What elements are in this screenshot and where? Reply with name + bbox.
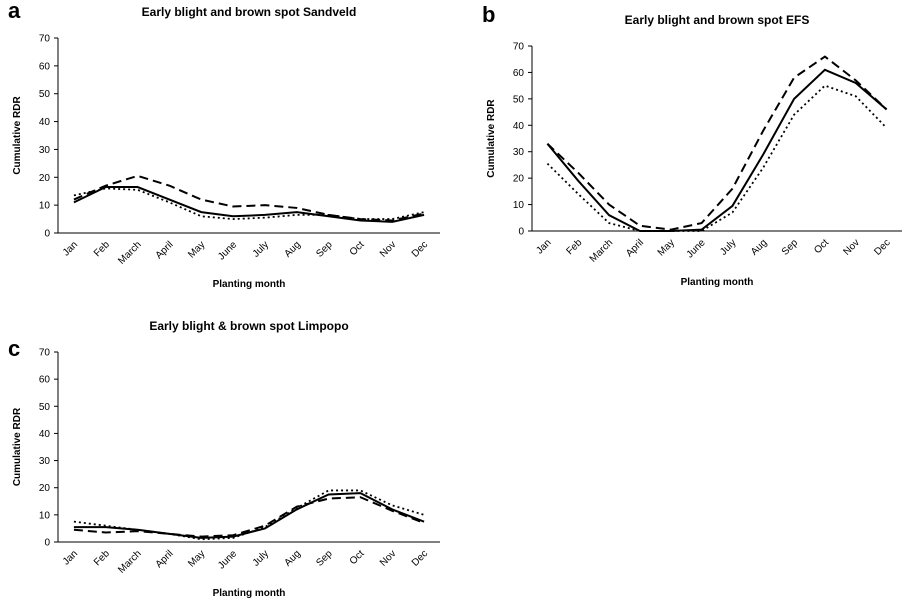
line-series <box>546 68 888 232</box>
x-tick-label: Nov <box>842 237 862 257</box>
x-tick-label: Sep <box>780 237 801 258</box>
x-axis-label: Planting month <box>213 588 286 598</box>
line-series <box>73 186 425 223</box>
x-tick-label: Feb <box>92 239 112 259</box>
x-tick-label: Jan <box>61 239 80 258</box>
y-tick-label: 50 <box>513 94 525 105</box>
x-tick-label: July <box>718 237 738 257</box>
x-tick-label: April <box>154 548 176 570</box>
x-tick-label: Dec <box>410 548 430 568</box>
y-tick-label: 30 <box>513 147 525 158</box>
panel-letter: c <box>8 336 20 361</box>
y-tick-label: 20 <box>513 174 525 185</box>
x-axis-label: Planting month <box>213 279 286 290</box>
y-tick-label: 0 <box>44 229 50 240</box>
line-series <box>73 496 425 538</box>
x-tick-label: Aug <box>283 548 303 568</box>
panel-letter: b <box>482 2 495 27</box>
y-tick-label: 50 <box>39 402 51 413</box>
x-tick-label: Jan <box>61 548 80 567</box>
x-tick-label: March <box>588 237 615 264</box>
y-tick-label: 10 <box>39 201 51 212</box>
x-tick-label: March <box>116 239 143 266</box>
x-tick-label: Dec <box>410 239 430 259</box>
y-tick-label: 30 <box>39 456 51 467</box>
y-tick-label: 50 <box>39 89 51 100</box>
chart-title: Early blight and brown spot EFS <box>625 13 810 27</box>
x-tick-label: Feb <box>92 548 112 568</box>
chart-title: Early blight & brown spot Limpopo <box>149 319 348 333</box>
x-tick-label: March <box>116 548 143 575</box>
y-tick-label: 60 <box>39 61 51 72</box>
x-tick-label: July <box>251 239 271 259</box>
y-tick-label: 70 <box>39 348 51 359</box>
x-tick-label: Oct <box>812 237 831 256</box>
line-series <box>73 489 425 541</box>
y-tick-label: 10 <box>513 200 525 211</box>
x-tick-label: June <box>685 237 708 260</box>
y-tick-label: 40 <box>39 117 51 128</box>
x-tick-label: Sep <box>314 548 335 569</box>
line-series <box>73 187 425 220</box>
y-tick-label: 0 <box>518 227 524 238</box>
y-tick-label: 30 <box>39 145 51 156</box>
x-tick-label: May <box>186 548 207 569</box>
x-tick-label: May <box>186 239 207 260</box>
x-tick-label: Dec <box>872 237 892 257</box>
y-tick-label: 0 <box>44 538 50 549</box>
x-tick-label: Sep <box>314 239 335 260</box>
x-tick-label: Feb <box>564 237 584 257</box>
y-tick-label: 20 <box>39 173 51 184</box>
y-tick-label: 70 <box>39 34 51 45</box>
x-tick-label: Oct <box>348 239 367 258</box>
y-tick-label: 40 <box>39 429 51 440</box>
x-tick-label: Aug <box>749 237 769 257</box>
line-series <box>546 84 888 232</box>
y-tick-label: 70 <box>513 42 525 53</box>
chart-title: Early blight and brown spot Sandveld <box>142 5 357 19</box>
line-series <box>73 174 425 222</box>
y-tick-label: 10 <box>39 510 51 521</box>
panel-letter: a <box>8 0 21 23</box>
x-tick-label: Nov <box>378 548 398 568</box>
x-tick-label: April <box>624 237 646 259</box>
y-axis-label: Cumulative RDR <box>12 96 23 175</box>
x-axis-label: Planting month <box>681 277 754 288</box>
y-tick-label: 20 <box>39 483 51 494</box>
x-tick-label: June <box>216 548 239 571</box>
y-tick-label: 60 <box>39 375 51 386</box>
x-tick-label: Oct <box>348 548 367 567</box>
x-tick-label: Jan <box>534 237 553 256</box>
x-tick-label: April <box>154 239 176 261</box>
y-axis-label: Cumulative RDR <box>12 407 23 486</box>
line-series <box>73 492 425 539</box>
x-tick-label: June <box>216 239 239 262</box>
x-tick-label: July <box>251 548 271 568</box>
y-tick-label: 40 <box>513 121 525 132</box>
x-tick-label: Nov <box>378 239 398 259</box>
x-tick-label: Aug <box>283 239 303 259</box>
x-tick-label: May <box>656 237 677 258</box>
y-axis-label: Cumulative RDR <box>486 99 497 178</box>
y-tick-label: 60 <box>513 68 525 79</box>
